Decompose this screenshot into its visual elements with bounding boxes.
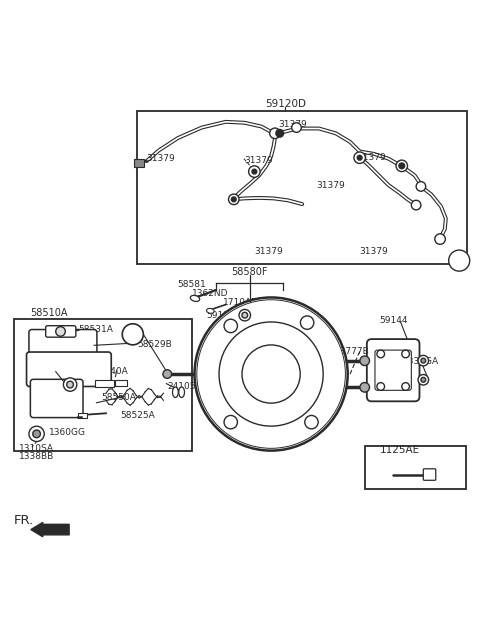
Text: 59144: 59144: [379, 316, 408, 325]
Circle shape: [354, 152, 365, 163]
Circle shape: [360, 383, 370, 392]
Text: 1310SA: 1310SA: [19, 443, 54, 453]
Text: 1710AB: 1710AB: [223, 298, 259, 308]
Circle shape: [219, 322, 323, 426]
Circle shape: [197, 300, 346, 449]
Text: 59110B: 59110B: [206, 311, 241, 320]
Text: 1338BB: 1338BB: [19, 452, 54, 461]
Circle shape: [231, 197, 236, 202]
Circle shape: [270, 128, 280, 138]
FancyBboxPatch shape: [26, 352, 111, 387]
Text: 31379: 31379: [147, 154, 175, 163]
Text: A: A: [456, 256, 463, 265]
FancyBboxPatch shape: [423, 469, 436, 480]
Bar: [95, 380, 114, 387]
Circle shape: [29, 426, 44, 441]
Bar: [134, 159, 144, 167]
Circle shape: [242, 312, 248, 318]
Text: 58531A: 58531A: [79, 325, 114, 334]
Text: 31379: 31379: [357, 152, 386, 161]
Bar: [78, 413, 87, 418]
Circle shape: [357, 155, 362, 160]
Circle shape: [67, 382, 73, 388]
Circle shape: [305, 415, 318, 429]
Circle shape: [122, 324, 144, 345]
Text: 31379: 31379: [360, 247, 388, 256]
Circle shape: [435, 234, 445, 244]
Bar: [115, 380, 127, 386]
Circle shape: [402, 350, 409, 358]
Circle shape: [63, 378, 77, 391]
Bar: [137, 111, 468, 264]
Circle shape: [228, 194, 239, 205]
Text: FR.: FR.: [14, 514, 35, 526]
Circle shape: [224, 415, 238, 429]
Circle shape: [242, 345, 300, 403]
Circle shape: [360, 356, 370, 366]
Text: 58580F: 58580F: [231, 267, 268, 277]
Circle shape: [411, 200, 421, 210]
FancyBboxPatch shape: [375, 350, 411, 390]
Text: 58581: 58581: [177, 280, 205, 289]
Text: A: A: [130, 329, 136, 339]
Text: 58550A: 58550A: [101, 394, 136, 403]
Circle shape: [418, 355, 429, 366]
Circle shape: [399, 163, 405, 168]
Circle shape: [449, 250, 470, 271]
FancyBboxPatch shape: [46, 326, 76, 338]
Text: 1125AE: 1125AE: [380, 445, 420, 455]
FancyBboxPatch shape: [30, 380, 83, 418]
Text: 43777B: 43777B: [335, 347, 370, 356]
Circle shape: [163, 370, 171, 378]
Text: 58540A: 58540A: [93, 367, 128, 376]
Text: 1362ND: 1362ND: [192, 289, 228, 298]
Text: 1360GG: 1360GG: [48, 428, 85, 438]
Text: 31379: 31379: [278, 120, 307, 129]
Bar: [365, 446, 466, 489]
Text: 58529B: 58529B: [137, 340, 172, 349]
Circle shape: [421, 359, 426, 363]
Circle shape: [33, 430, 40, 438]
Circle shape: [300, 316, 314, 329]
Ellipse shape: [172, 387, 178, 397]
Circle shape: [421, 378, 426, 382]
Bar: [14, 319, 192, 450]
Text: 58525A: 58525A: [120, 411, 155, 420]
Text: 58510A: 58510A: [30, 308, 68, 318]
Text: 59120D: 59120D: [265, 99, 306, 108]
Circle shape: [56, 327, 65, 336]
Ellipse shape: [179, 387, 184, 397]
Circle shape: [252, 169, 257, 174]
Text: 31379: 31379: [244, 156, 273, 165]
FancyBboxPatch shape: [29, 330, 97, 360]
Circle shape: [292, 122, 301, 132]
Circle shape: [418, 375, 429, 385]
Text: 1339GA: 1339GA: [403, 357, 439, 366]
Circle shape: [416, 182, 426, 191]
Circle shape: [239, 309, 251, 321]
Ellipse shape: [191, 295, 200, 302]
Circle shape: [249, 166, 260, 177]
Circle shape: [377, 350, 384, 358]
Text: 24105: 24105: [167, 382, 196, 390]
Text: 58513: 58513: [30, 367, 59, 376]
Circle shape: [276, 130, 284, 137]
Text: 31379: 31379: [317, 181, 345, 191]
Ellipse shape: [206, 308, 214, 313]
FancyArrow shape: [31, 523, 69, 537]
Circle shape: [402, 383, 409, 390]
Circle shape: [224, 319, 238, 332]
Circle shape: [377, 383, 384, 390]
FancyBboxPatch shape: [367, 339, 420, 401]
Text: 31379: 31379: [254, 247, 283, 256]
Circle shape: [194, 297, 348, 450]
Circle shape: [396, 160, 408, 172]
